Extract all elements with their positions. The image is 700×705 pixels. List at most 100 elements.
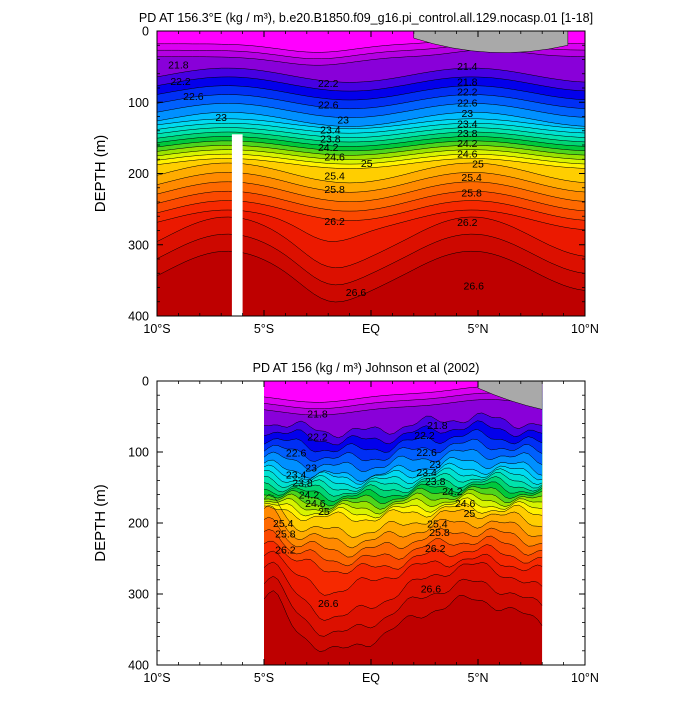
contour-label: 23.8: [425, 476, 446, 488]
contour-line: [157, 76, 585, 92]
contour-label: 25: [361, 158, 373, 170]
contour-label: 25: [472, 159, 484, 171]
contour-line: [264, 489, 543, 510]
contour-label: 25.8: [324, 184, 345, 196]
x-tick-label: 5°N: [468, 322, 489, 336]
contour-label: 23.4: [320, 124, 341, 136]
contour-line: [157, 67, 585, 83]
contour-line: [264, 486, 543, 507]
contour-label: 21.8: [307, 409, 328, 421]
contour-label: 21.8: [427, 420, 448, 432]
contour-label: 24.2: [299, 490, 320, 502]
contour-label: 22.2: [457, 87, 478, 99]
missing-data-region: [477, 381, 543, 410]
contour-line: [157, 172, 585, 193]
contour-line: [157, 131, 585, 143]
contour-label: 26.6: [421, 583, 442, 595]
x-tick-label: 10°N: [571, 322, 599, 336]
contour-label: 23.8: [457, 128, 478, 140]
y-axis-label: DEPTH (m): [92, 135, 109, 213]
contour-line: [264, 561, 543, 621]
y-tick-label: 100: [128, 446, 149, 460]
contour-line: [264, 481, 543, 502]
contour-label: 22.6: [416, 447, 437, 459]
contour-line: [264, 457, 543, 483]
contour-line: [157, 209, 585, 242]
contour-line: [157, 233, 585, 286]
contour-line: [264, 399, 543, 416]
contour-label: 25.4: [273, 518, 294, 530]
contour-line: [264, 429, 543, 453]
x-tick-label: 5°N: [468, 671, 489, 685]
y-axis-label: DEPTH (m): [92, 484, 109, 562]
contour-line: [264, 540, 543, 574]
contour-line: [264, 449, 543, 472]
contour-line: [264, 438, 543, 462]
y-tick-label: 200: [128, 167, 149, 181]
contour-label: 23.8: [320, 134, 341, 146]
contour-line: [264, 502, 543, 522]
contour-label: 24.6: [305, 498, 326, 510]
y-tick-label: 0: [142, 375, 149, 389]
contour-label: 25.4: [324, 171, 345, 183]
contour-label: 26.2: [457, 217, 478, 229]
contour-label: 22.6: [318, 99, 339, 111]
contour-line: [264, 467, 543, 489]
contour-line: [157, 140, 585, 152]
contour-line: [157, 149, 585, 160]
contour-label: 23: [305, 463, 317, 475]
contour-line: [264, 575, 543, 637]
y-tick-label: 300: [128, 588, 149, 602]
x-tick-label: EQ: [362, 671, 380, 685]
contour-line: [157, 200, 585, 221]
contour-line: [157, 190, 585, 212]
contour-label: 26.2: [425, 543, 446, 555]
x-tick-label: 10°S: [143, 322, 170, 336]
contour-label: 25: [318, 506, 330, 518]
contour-fill: [264, 381, 543, 665]
y-tick-label: 400: [128, 310, 149, 324]
contour-line: [264, 492, 543, 515]
contour-label: 24.2: [457, 138, 478, 150]
contour-line: [157, 162, 585, 184]
contour-label: 22.2: [307, 431, 328, 443]
contour-line: [157, 250, 585, 303]
contour-line: [157, 111, 585, 127]
contour-line: [264, 550, 543, 596]
contour-label: 25: [464, 508, 476, 520]
contour-line: [157, 85, 585, 101]
contour-label: 22.2: [170, 76, 191, 88]
contour-label: 24.2: [442, 486, 463, 498]
contour-label: 21.8: [168, 59, 189, 71]
contour-line: [157, 94, 585, 110]
contour-label: 23.4: [416, 467, 437, 479]
contour-label: 23.4: [457, 119, 478, 131]
contour-line: [264, 476, 543, 497]
x-tick-label: 5°S: [254, 322, 274, 336]
missing-data-region: [413, 31, 569, 53]
contour-line: [157, 181, 585, 202]
contour-label: 23: [337, 114, 349, 126]
contour-label: 22.6: [183, 91, 204, 103]
panel-1: 21.822.222.62322.222.62323.423.824.224.6…: [92, 11, 599, 336]
contour-label: 26.2: [275, 544, 296, 556]
contour-line: [157, 136, 585, 147]
masked-column: [231, 134, 243, 316]
contour-label: 26.2: [324, 216, 345, 228]
chart-title: PD AT 156.3°E (kg / m³), b.e20.B1850.f09…: [139, 11, 593, 25]
contour-label: 25.4: [461, 172, 482, 184]
contour-label: 25.4: [427, 519, 448, 531]
y-tick-label: 300: [128, 238, 149, 252]
contour-label: 23: [461, 108, 473, 120]
contour-label: 24.6: [457, 149, 478, 161]
contour-label: 21.8: [457, 77, 478, 89]
contour-line: [264, 497, 543, 519]
contour-line: [264, 412, 543, 439]
contour-label: 26.6: [346, 287, 367, 299]
chart-title: PD AT 156 (kg / m³) Johnson et al (2002): [253, 361, 480, 375]
contour-line: [264, 529, 543, 567]
contour-label: 23.4: [286, 470, 307, 482]
contour-label: 24.6: [324, 151, 345, 163]
